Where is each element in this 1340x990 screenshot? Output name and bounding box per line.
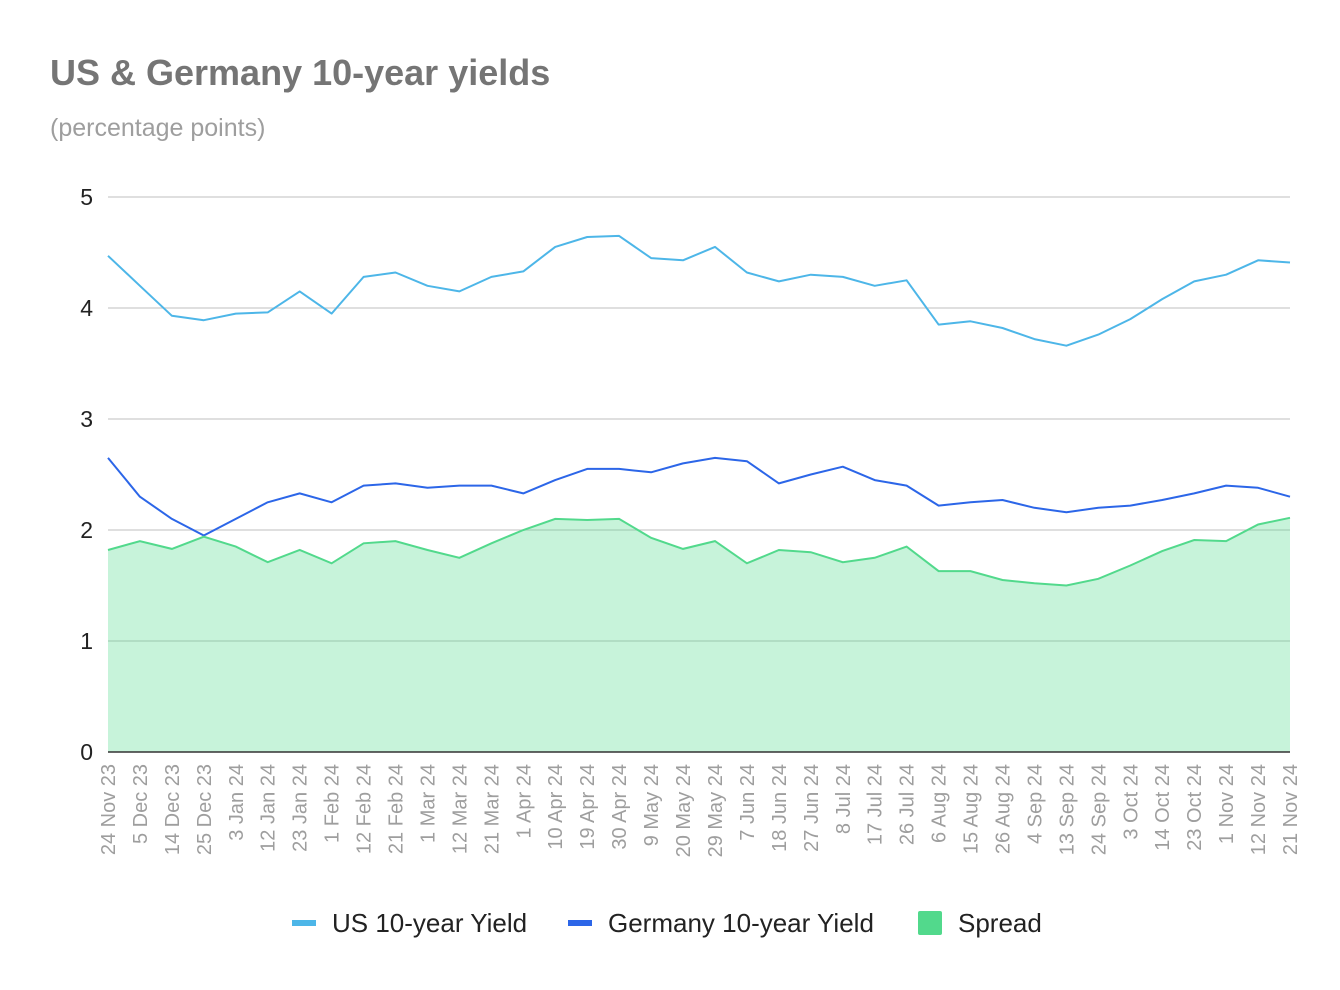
x-tick-label: 26 Aug 24 (993, 764, 1015, 854)
x-tick-label: 27 Jun 24 (801, 764, 823, 852)
x-tick-label: 21 Nov 24 (1280, 764, 1302, 855)
x-tick-label: 4 Sep 24 (1024, 764, 1046, 844)
x-tick-label: 21 Mar 24 (481, 764, 503, 854)
x-tick-label: 5 Dec 23 (130, 764, 152, 844)
x-tick-label: 7 Jun 24 (737, 764, 759, 841)
x-tick-label: 3 Jan 24 (226, 764, 248, 841)
x-tick-label: 24 Sep 24 (1088, 764, 1110, 855)
line-layer (107, 234, 1291, 587)
legend-label: Spread (958, 908, 1042, 938)
x-tick-label: 30 Apr 24 (609, 764, 631, 850)
x-tick-label: 3 Oct 24 (1120, 764, 1142, 840)
x-tick-label: 12 Feb 24 (354, 764, 376, 854)
spread-line (107, 516, 1291, 587)
y-tick-label: 2 (80, 517, 93, 543)
x-tick-label: 29 May 24 (705, 764, 727, 857)
x-tick-label: 21 Feb 24 (386, 764, 408, 854)
x-tick-label: 1 Apr 24 (513, 764, 535, 839)
chart-subtitle: (percentage points) (50, 114, 266, 142)
x-tick-label: 20 May 24 (673, 764, 695, 857)
x-tick-label: 12 Mar 24 (449, 764, 471, 854)
x-tick-label: 23 Oct 24 (1184, 764, 1206, 851)
x-tick-label: 1 Nov 24 (1216, 764, 1238, 844)
y-tick-label: 1 (80, 628, 93, 654)
spread-area (108, 517, 1290, 752)
x-tick-label: 19 Apr 24 (577, 764, 599, 850)
legend: US 10-year Yield Germany 10-year Yield Spr… (292, 908, 1042, 938)
y-tick-label: 4 (80, 295, 93, 321)
x-tick-label: 9 May 24 (641, 764, 663, 846)
series-line-0 (107, 234, 1291, 347)
x-tick-label: 15 Aug 24 (961, 764, 983, 854)
x-tick-label: 24 Nov 23 (98, 764, 120, 855)
legend-swatch (568, 920, 592, 926)
series-line-1 (107, 456, 1291, 537)
x-tick-label: 23 Jan 24 (290, 764, 312, 852)
area-layer (108, 517, 1290, 752)
x-tick-label: 13 Sep 24 (1056, 764, 1078, 855)
x-tick-label: 14 Oct 24 (1152, 764, 1174, 851)
legend-swatch (292, 920, 316, 926)
legend-swatch (918, 911, 942, 935)
x-tick-label: 1 Feb 24 (322, 764, 344, 843)
x-tick-label: 25 Dec 23 (194, 764, 216, 855)
legend-label: US 10-year Yield (332, 908, 527, 938)
chart-title: US & Germany 10-year yields (50, 52, 551, 93)
y-tick-label: 5 (80, 184, 93, 210)
gridlines (108, 196, 1290, 642)
x-tick-label: 12 Jan 24 (258, 764, 280, 852)
y-tick-label: 0 (80, 739, 93, 765)
x-tick-label: 8 Jul 24 (833, 764, 855, 834)
x-tick-label: 6 Aug 24 (929, 764, 951, 843)
x-tick-label: 26 Jul 24 (897, 764, 919, 845)
x-tick-label: 10 Apr 24 (545, 764, 567, 850)
y-tick-label: 3 (80, 406, 93, 432)
x-tick-label: 14 Dec 23 (162, 764, 184, 855)
x-tick-label: 1 Mar 24 (418, 764, 440, 843)
legend-item: US 10-year Yield (292, 908, 527, 938)
legend-item: Spread (918, 908, 1042, 938)
x-tick-label: 17 Jul 24 (865, 764, 887, 845)
legend-item: Germany 10-year Yield (568, 908, 874, 938)
legend-label: Germany 10-year Yield (608, 908, 874, 938)
x-tick-label: 18 Jun 24 (769, 764, 791, 852)
axis-layer: 0 1 2 3 4 5 24 Nov 23 5 Dec 23 14 Dec 23 25 Dec 2… (80, 184, 1302, 857)
x-tick-label: 12 Nov 24 (1248, 764, 1270, 855)
